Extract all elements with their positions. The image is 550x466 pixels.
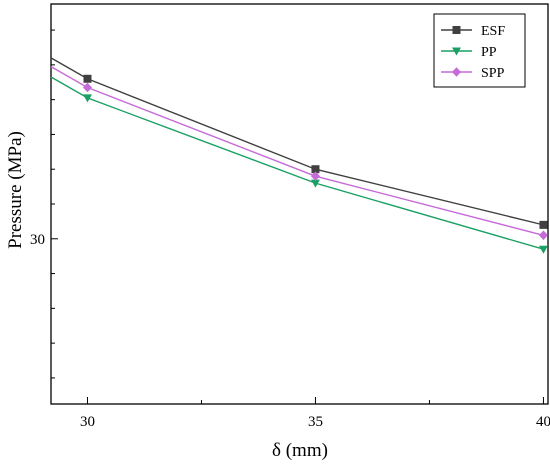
axis-ticks: 30 35 40 30	[30, 29, 550, 430]
y-tick-label: 30	[30, 232, 45, 248]
series-line	[50, 57, 544, 226]
data-point	[82, 94, 92, 103]
legend-label: SPP	[481, 66, 505, 81]
data-point	[310, 171, 320, 181]
legend-marker	[452, 67, 461, 77]
legend-label: ESF	[481, 24, 505, 39]
data-point	[82, 82, 92, 93]
legend-marker	[452, 47, 461, 56]
series-layer	[50, 57, 548, 254]
series-spp	[50, 66, 548, 241]
data-point	[310, 179, 320, 188]
data-point	[311, 165, 320, 174]
x-tick-label: 40	[536, 414, 550, 430]
data-point	[538, 230, 548, 241]
series-line	[50, 76, 544, 250]
x-axis-title: δ (mm)	[272, 440, 328, 461]
data-point	[538, 245, 548, 254]
y-axis-title: Pressure (MPa)	[5, 131, 26, 249]
legend-marker	[452, 26, 461, 34]
series-line	[50, 66, 544, 236]
series-pp	[50, 76, 548, 254]
legend: ESF PP SPP	[433, 13, 526, 88]
legend-label: PP	[481, 45, 497, 60]
x-tick-label: 35	[308, 414, 323, 430]
data-point	[83, 74, 92, 83]
data-point	[539, 220, 548, 229]
x-tick-label: 30	[80, 414, 95, 430]
series-esf	[50, 57, 548, 229]
